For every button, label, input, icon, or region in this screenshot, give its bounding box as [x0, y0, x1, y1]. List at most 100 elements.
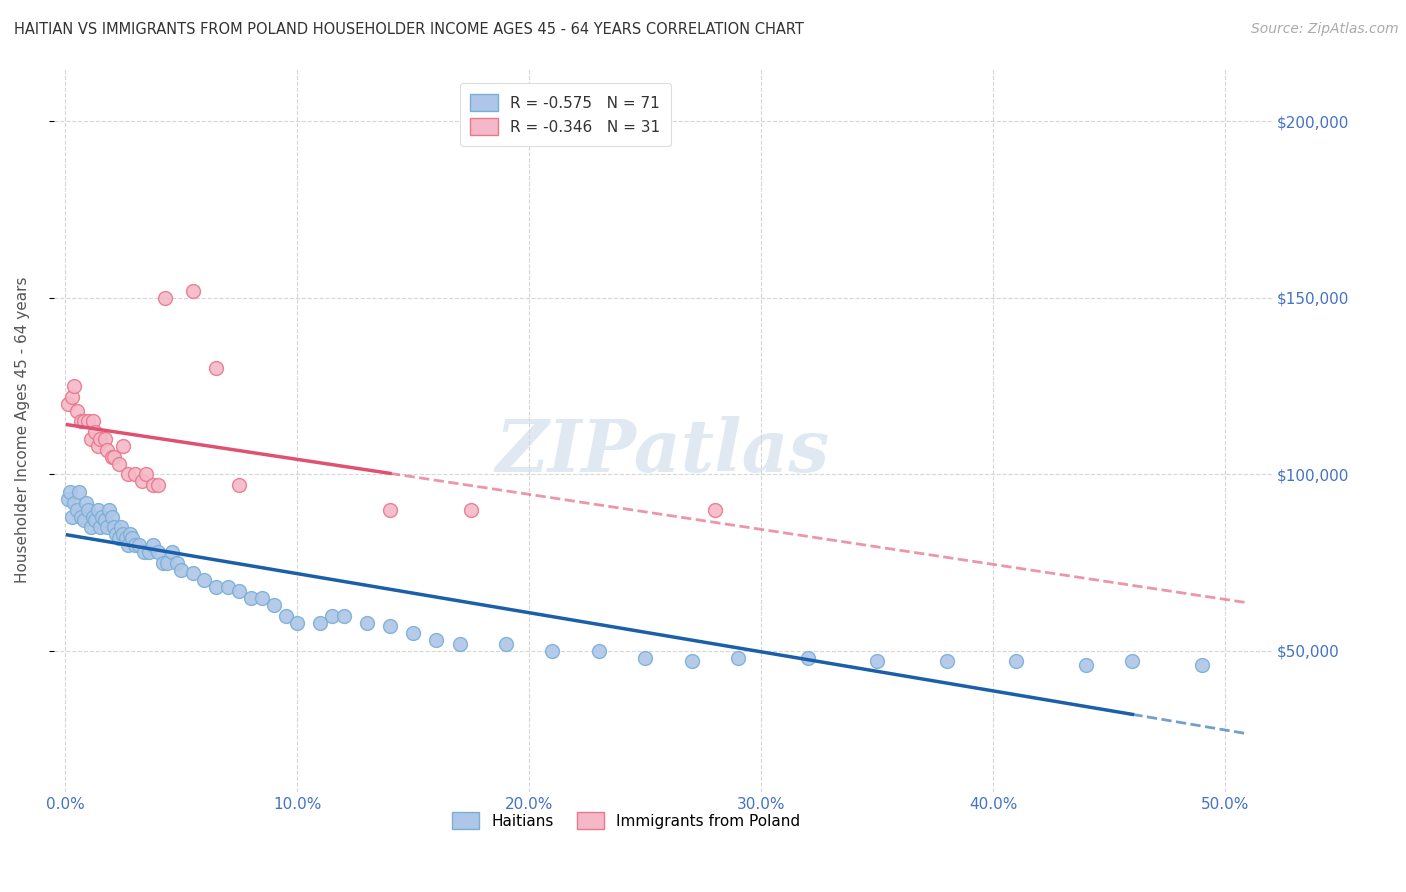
Point: [1121, 654, 1143, 668]
Point: [228, 478, 250, 492]
Point: [138, 545, 160, 559]
Point: [82, 414, 104, 428]
Point: [588, 644, 610, 658]
Point: [93, 432, 115, 446]
Point: [1191, 657, 1213, 672]
Point: [96, 442, 118, 457]
Point: [98, 502, 121, 516]
Point: [91, 509, 114, 524]
Point: [107, 531, 129, 545]
Y-axis label: Householder Income Ages 45 - 64 years: Householder Income Ages 45 - 64 years: [15, 277, 30, 583]
Point: [166, 556, 188, 570]
Point: [77, 502, 100, 516]
Point: [63, 495, 86, 509]
Point: [121, 531, 143, 545]
Point: [66, 404, 89, 418]
Point: [205, 361, 228, 376]
Point: [356, 615, 378, 630]
Point: [117, 467, 139, 482]
Point: [93, 513, 115, 527]
Point: [60, 390, 83, 404]
Point: [252, 591, 274, 605]
Point: [100, 509, 122, 524]
Point: [495, 637, 517, 651]
Text: ZIPatlas: ZIPatlas: [495, 417, 830, 487]
Point: [131, 475, 153, 489]
Point: [160, 545, 183, 559]
Point: [120, 527, 142, 541]
Point: [142, 538, 165, 552]
Point: [181, 566, 204, 581]
Point: [142, 478, 165, 492]
Point: [84, 425, 107, 439]
Point: [263, 598, 285, 612]
Point: [112, 527, 135, 541]
Point: [89, 432, 111, 446]
Point: [124, 467, 146, 482]
Point: [112, 439, 135, 453]
Point: [727, 651, 749, 665]
Point: [84, 513, 107, 527]
Point: [217, 580, 239, 594]
Point: [228, 583, 250, 598]
Point: [170, 563, 193, 577]
Point: [77, 414, 100, 428]
Point: [332, 608, 354, 623]
Point: [86, 502, 108, 516]
Point: [70, 414, 93, 428]
Point: [239, 591, 262, 605]
Point: [100, 450, 122, 464]
Point: [634, 651, 657, 665]
Point: [402, 626, 425, 640]
Point: [110, 520, 132, 534]
Point: [124, 538, 146, 552]
Point: [103, 450, 125, 464]
Point: [86, 439, 108, 453]
Point: [274, 608, 297, 623]
Point: [285, 615, 308, 630]
Point: [114, 531, 136, 545]
Point: [193, 573, 215, 587]
Text: HAITIAN VS IMMIGRANTS FROM POLAND HOUSEHOLDER INCOME AGES 45 - 64 YEARS CORRELAT: HAITIAN VS IMMIGRANTS FROM POLAND HOUSEH…: [14, 22, 804, 37]
Point: [309, 615, 332, 630]
Point: [378, 619, 401, 633]
Point: [75, 495, 97, 509]
Point: [449, 637, 471, 651]
Point: [80, 520, 103, 534]
Point: [73, 513, 96, 527]
Point: [89, 520, 111, 534]
Point: [146, 545, 169, 559]
Point: [80, 432, 103, 446]
Point: [425, 633, 447, 648]
Point: [105, 527, 128, 541]
Point: [67, 485, 90, 500]
Point: [181, 284, 204, 298]
Point: [132, 545, 155, 559]
Point: [1074, 657, 1097, 672]
Point: [60, 509, 83, 524]
Point: [703, 502, 725, 516]
Point: [56, 491, 79, 506]
Point: [156, 556, 179, 570]
Point: [152, 556, 174, 570]
Point: [135, 467, 157, 482]
Point: [59, 485, 82, 500]
Point: [541, 644, 564, 658]
Point: [73, 414, 96, 428]
Text: Source: ZipAtlas.com: Source: ZipAtlas.com: [1251, 22, 1399, 37]
Point: [866, 654, 889, 668]
Point: [117, 538, 139, 552]
Point: [378, 502, 401, 516]
Point: [82, 509, 104, 524]
Point: [70, 509, 93, 524]
Point: [128, 538, 150, 552]
Legend: Haitians, Immigrants from Poland: Haitians, Immigrants from Poland: [446, 806, 807, 835]
Point: [460, 502, 482, 516]
Point: [681, 654, 703, 668]
Point: [146, 478, 169, 492]
Point: [1005, 654, 1028, 668]
Point: [153, 291, 176, 305]
Point: [96, 520, 118, 534]
Point: [205, 580, 228, 594]
Point: [103, 520, 125, 534]
